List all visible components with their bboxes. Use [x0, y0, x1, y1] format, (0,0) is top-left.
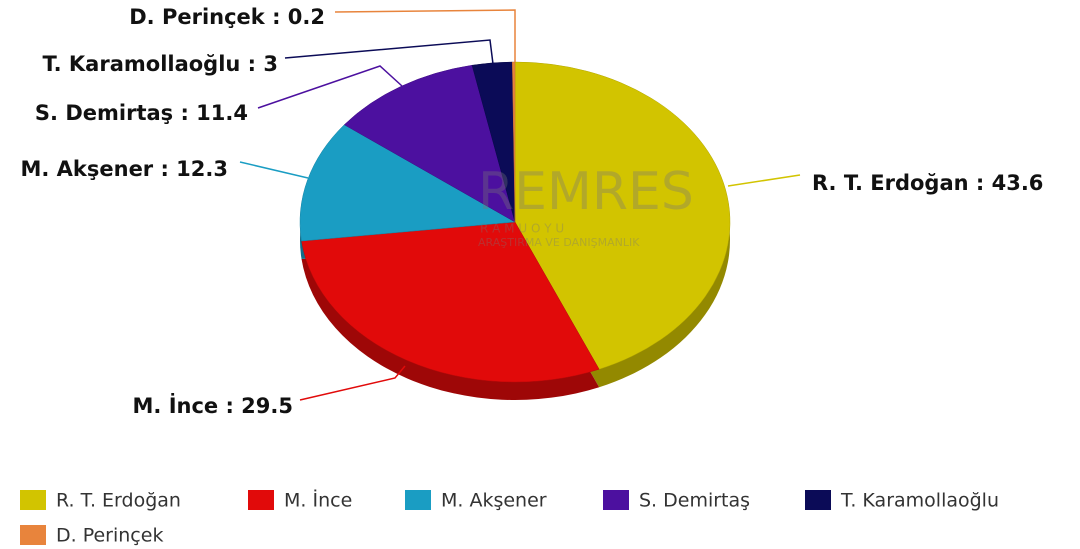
data-label: R. T. Erdoğan : 43.6 [812, 171, 1043, 195]
legend-label: M. İnce [284, 489, 352, 512]
data-label: M. Akşener : 12.3 [20, 157, 228, 181]
leader-line [257, 65, 403, 109]
watermark-line: R A M U O Y U [480, 222, 564, 236]
legend-swatch [248, 490, 274, 510]
data-label: M. İnce : 29.5 [133, 393, 293, 418]
leader-line [727, 174, 801, 187]
legend-swatch [603, 490, 629, 510]
legend-label: D. Perinçek [56, 525, 163, 547]
slice [514, 61, 731, 370]
legend-label: S. Demirtaş [639, 490, 750, 512]
pie [299, 61, 731, 383]
data-label: D. Perinçek : 0.2 [129, 5, 325, 29]
leader-line [299, 365, 406, 401]
legend-label: T. Karamollaoğlu [840, 490, 999, 512]
legend-label: M. Akşener [441, 490, 547, 512]
slice [343, 64, 516, 223]
leader-line [239, 161, 309, 179]
legend-swatch [405, 490, 431, 510]
slice [299, 124, 516, 242]
watermark-line: ARAŞTIRMA VE DANIŞMANLIK [478, 236, 640, 249]
legend-swatch [20, 525, 46, 545]
legend-label: R. T. Erdoğan [56, 490, 181, 512]
watermark-brand: REMRES [478, 162, 694, 222]
legend-swatch [20, 490, 46, 510]
legend-swatch [805, 490, 831, 510]
data-label: S. Demirtaş : 11.4 [35, 101, 248, 125]
watermark: REMRES R A M U O Y U ARAŞTIRMA VE DANIŞM… [478, 162, 694, 249]
data-label: T. Karamollaoğlu : 3 [42, 52, 278, 76]
slice [301, 221, 600, 383]
leader-line [284, 39, 494, 65]
leader-line [334, 9, 516, 62]
